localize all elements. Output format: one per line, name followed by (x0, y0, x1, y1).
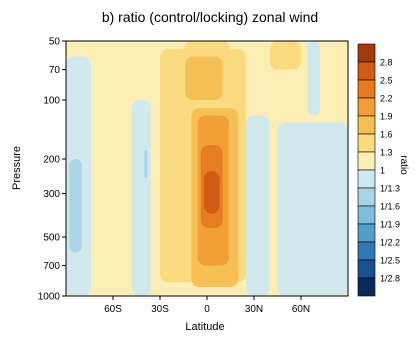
colorbar-swatch-0 (357, 43, 376, 63)
y-tick-label: 70 (49, 65, 61, 76)
colorbar-tick-label: 1/1.9 (380, 220, 400, 230)
chart-title: b) ratio (control/locking) zonal wind (102, 9, 318, 25)
plot-layer (66, 41, 348, 297)
x-tick-label: 30N (245, 304, 263, 315)
field-region-3 (246, 115, 270, 297)
colorbar-swatch-6 (357, 151, 376, 171)
colorbar-swatch-11 (357, 241, 376, 261)
colorbar-tick-label: 1/1.6 (380, 202, 400, 212)
colorbar-swatch-3 (357, 97, 376, 117)
colorbar-swatch-9 (357, 205, 376, 225)
colorbar-tick-label: 1.6 (380, 130, 393, 140)
field-region-5 (69, 159, 82, 253)
colorbar-swatch-12 (357, 259, 376, 279)
colorbar-label: ratio (398, 155, 409, 175)
x-axis-label: Latitude (185, 321, 224, 333)
colorbar-swatch-1 (357, 61, 376, 81)
field-region-4 (307, 41, 320, 116)
y-tick-label: 50 (49, 37, 61, 48)
colorbar-tick-label: 1/1.3 (380, 184, 400, 194)
y-tick-label: 500 (43, 232, 60, 243)
y-axis-label: Pressure (11, 146, 23, 190)
field-region-1 (131, 100, 151, 297)
colorbar-tick-label: 1.9 (380, 112, 393, 122)
colorbar-tick-label: 2.8 (380, 58, 393, 68)
y-tick-label: 100 (43, 96, 60, 107)
field-region-6 (144, 150, 148, 178)
field-region-14 (203, 170, 220, 214)
y-tick-label: 300 (43, 189, 60, 200)
x-tick-label: 60N (292, 304, 310, 315)
colorbar-tick-label: 1/2.2 (380, 238, 400, 248)
colorbar-swatch-2 (357, 79, 376, 99)
colorbar-tick-label: 1.3 (380, 148, 393, 158)
x-tick-label: 60S (104, 304, 122, 315)
colorbar-swatch-4 (357, 115, 376, 135)
colorbar-tick-label: 1/2.5 (380, 256, 400, 266)
axes-layer: 50 70 100 200 300 500 700 1000 60S 30S 0 30N 60N (38, 37, 349, 315)
x-tick-label: 0 (204, 304, 210, 315)
colorbar-tick-label: 1/2.8 (380, 274, 400, 284)
colorbar-swatch-8 (357, 187, 376, 207)
y-tick-label: 1000 (38, 292, 61, 303)
colorbar-tick-label: 2.5 (380, 76, 393, 86)
colorbar-swatch-7 (357, 169, 376, 189)
y-tick-label: 700 (43, 261, 60, 272)
colorbar-tick-label: 1 (380, 166, 385, 176)
colorbar-swatch-10 (357, 223, 376, 243)
field-region-2 (277, 122, 348, 297)
colorbar-swatch-5 (357, 133, 376, 153)
colorbar-tick-label: 2.2 (380, 94, 393, 104)
colorbar-swatch-13 (357, 277, 376, 297)
colorbar: 2.8 2.5 2.2 1.9 1.6 1.3 1 1/1.3 1/1.6 1/1.9 1/2.2 1… (357, 43, 400, 297)
x-tick-label: 30S (151, 304, 169, 315)
field-region-9 (269, 41, 301, 70)
field-region-10 (185, 56, 223, 101)
y-tick-label: 200 (43, 155, 60, 166)
